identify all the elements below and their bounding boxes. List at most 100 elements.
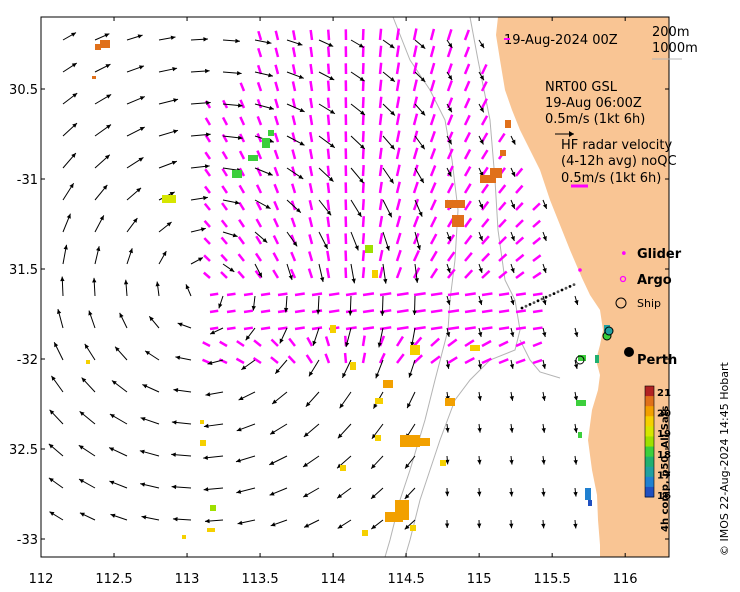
current-arrowhead — [479, 75, 484, 81]
sst-pixel — [505, 120, 511, 128]
radar-vector — [243, 292, 254, 297]
radar-vector — [307, 268, 314, 279]
current-arrowhead — [79, 512, 85, 517]
current-arrowhead — [358, 43, 364, 48]
current-arrowhead — [139, 449, 145, 454]
radar-vector — [203, 237, 211, 245]
radar-vector — [481, 218, 490, 228]
current-arrowhead — [541, 523, 546, 529]
radar-vector — [257, 47, 263, 58]
current-arrowhead — [210, 330, 216, 335]
radar-vector — [273, 200, 280, 211]
radar-vector — [291, 30, 297, 41]
radar-vector — [378, 62, 383, 75]
current-arrowhead — [478, 268, 483, 273]
radar-vector — [308, 148, 314, 160]
radar-vector — [429, 45, 436, 58]
current-arrowhead — [303, 432, 309, 437]
radar-vector — [325, 267, 331, 279]
current-arrowhead — [414, 278, 419, 283]
colorbar-ticks: 21 20 19 18 17 16 — [657, 388, 671, 502]
current-arrowhead — [172, 66, 178, 72]
radar-vector — [311, 292, 323, 297]
radar-vector — [220, 271, 228, 279]
radar-vector — [532, 254, 542, 263]
radar-vector — [395, 198, 402, 211]
current-arrowhead — [288, 275, 293, 280]
radar-vector — [235, 357, 245, 365]
current-arrowhead — [171, 420, 177, 425]
current-arrowhead — [92, 277, 97, 283]
glider-position — [528, 303, 532, 306]
current-arrowhead — [573, 396, 579, 401]
current-arrowhead — [237, 135, 243, 140]
radar-vector — [463, 46, 471, 58]
current-arrowhead — [542, 332, 547, 337]
radar-vector — [237, 236, 246, 245]
current-arrowhead — [106, 94, 112, 99]
current-arrowhead — [111, 380, 117, 385]
sst-pixel — [595, 355, 599, 363]
radar-vector — [291, 166, 297, 177]
current-arrowhead — [477, 364, 483, 369]
current-arrowhead — [140, 417, 146, 422]
current-arrowhead — [71, 32, 77, 37]
radar-vector — [395, 266, 403, 279]
current-arrowhead — [105, 64, 111, 69]
radar-vector — [260, 292, 271, 297]
radar-vector — [463, 131, 471, 143]
current-arrowhead — [328, 176, 334, 182]
radar-vector — [272, 235, 280, 245]
radar-vector — [361, 267, 366, 279]
radar-vector — [498, 340, 509, 348]
current-arrowhead — [542, 235, 547, 241]
x-axis-ticks: 112 112.5 113 113.5 114 114.5 115 115.5 116 — [29, 17, 638, 587]
radar-vector — [226, 326, 236, 331]
current-legend-model: NRT00 GSL — [545, 80, 618, 95]
radar-vector — [481, 269, 491, 279]
radar-vector — [412, 250, 420, 262]
colorbar-tick-label: 18 — [657, 450, 671, 461]
sst-pixel — [440, 460, 446, 466]
radar-vector — [209, 309, 219, 314]
sst-pixel — [445, 398, 455, 406]
colorbar-swatch — [645, 426, 654, 437]
radar-vector — [378, 79, 383, 92]
current-arrowhead — [377, 342, 382, 348]
sst-pixel — [207, 528, 215, 532]
perth-marker — [624, 347, 634, 357]
radar-vector — [238, 150, 246, 160]
radar-vector — [463, 29, 470, 41]
current-arrowhead — [412, 310, 417, 316]
current-arrowhead — [383, 278, 388, 284]
current-arrowhead — [298, 74, 304, 79]
sst-pixel — [375, 398, 383, 404]
current-arrowhead — [339, 403, 344, 409]
current-arrowhead — [237, 520, 243, 525]
sst-pixel — [350, 362, 356, 370]
radar-vector — [515, 292, 527, 297]
current-arrowhead — [138, 157, 144, 162]
current-arrowhead — [446, 235, 451, 241]
radar-vector — [243, 326, 254, 331]
radar-vector — [395, 164, 401, 177]
radar-vector — [237, 270, 245, 279]
radar-vector — [308, 217, 314, 228]
current-arrowhead — [119, 312, 124, 318]
current-arrowhead — [149, 316, 154, 322]
current-arrowhead — [272, 399, 277, 404]
current-arrowhead — [235, 38, 240, 44]
colorbar-swatch — [645, 486, 654, 498]
radar-vector — [378, 249, 384, 262]
radar-vector — [238, 218, 246, 228]
current-arrowhead — [257, 272, 262, 278]
current-arrowhead — [371, 463, 376, 469]
radar-vector — [446, 234, 456, 245]
radar-vector — [236, 340, 245, 348]
current-arrowhead — [371, 433, 377, 439]
radar-vector — [429, 182, 437, 194]
radar-vector — [305, 354, 314, 364]
current-arrowhead — [269, 105, 274, 111]
radar-vector — [412, 45, 418, 58]
radar-vector — [430, 292, 443, 297]
